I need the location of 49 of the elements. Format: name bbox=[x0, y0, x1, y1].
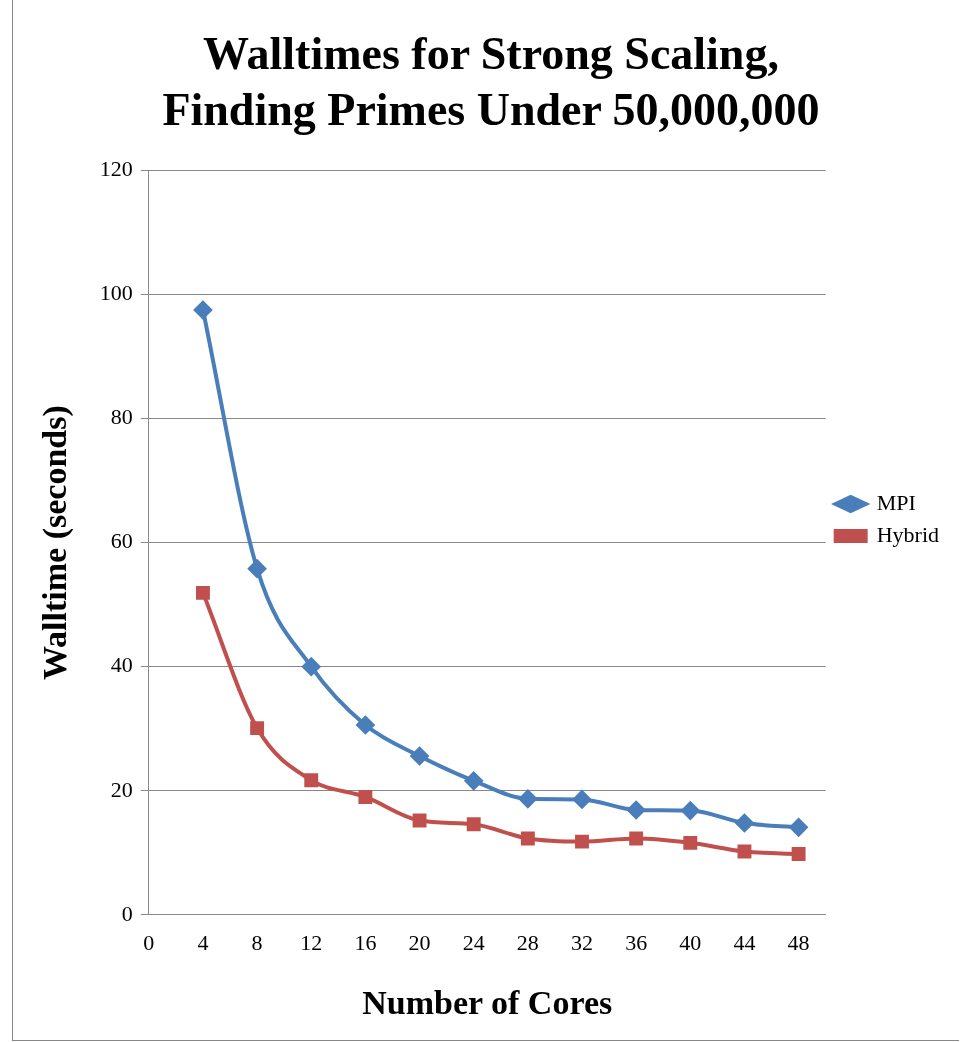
legend-label: Hybrid bbox=[876, 521, 939, 547]
x-tick-label: 16 bbox=[354, 929, 377, 955]
y-tick-label: 120 bbox=[99, 156, 133, 182]
point bbox=[627, 800, 646, 819]
x-tick-label: 20 bbox=[408, 929, 431, 955]
y-tick-label: 80 bbox=[110, 404, 133, 430]
x-tick-label: 28 bbox=[516, 929, 539, 955]
point bbox=[573, 790, 591, 809]
chart-title: Walltimes for Strong Scaling, Finding Primes Under 50,000,000 bbox=[162, 28, 820, 135]
point bbox=[248, 559, 267, 578]
y-tick-label: 60 bbox=[110, 528, 133, 554]
legend-label: MPI bbox=[876, 489, 916, 515]
x-tick-label: 0 bbox=[143, 929, 155, 955]
point bbox=[681, 801, 700, 820]
point bbox=[193, 300, 212, 319]
point bbox=[518, 789, 537, 808]
y-tick-label: 20 bbox=[110, 776, 133, 802]
point bbox=[196, 585, 210, 600]
point bbox=[304, 773, 319, 788]
y-tick-label: 0 bbox=[121, 900, 133, 926]
point bbox=[356, 715, 375, 734]
point bbox=[791, 847, 806, 861]
y-tick-label: 40 bbox=[110, 652, 133, 678]
point bbox=[629, 831, 644, 846]
point bbox=[466, 817, 481, 832]
point bbox=[412, 813, 427, 828]
y-axis-title: Walltime (seconds) bbox=[36, 405, 75, 681]
point bbox=[410, 747, 429, 765]
point bbox=[464, 771, 483, 790]
point bbox=[735, 813, 754, 832]
x-tick-label: 40 bbox=[679, 929, 702, 955]
point bbox=[302, 657, 321, 676]
point bbox=[789, 818, 808, 837]
point bbox=[683, 835, 698, 850]
y-tick-label: 100 bbox=[99, 280, 133, 306]
x-tick-label: 44 bbox=[733, 929, 756, 955]
x-tick-label: 24 bbox=[462, 929, 485, 955]
point bbox=[358, 789, 373, 804]
point bbox=[575, 834, 589, 849]
x-axis-title: Number of Cores bbox=[362, 984, 613, 1022]
x-tick-label: 8 bbox=[251, 929, 263, 955]
x-tick-label: 48 bbox=[787, 929, 810, 955]
point bbox=[737, 844, 752, 859]
x-tick-label: 32 bbox=[571, 929, 593, 955]
point bbox=[250, 721, 265, 736]
x-tick-label: 36 bbox=[625, 929, 648, 955]
x-tick-label: 12 bbox=[300, 929, 323, 955]
point bbox=[520, 831, 535, 846]
x-tick-label: 4 bbox=[197, 929, 209, 955]
